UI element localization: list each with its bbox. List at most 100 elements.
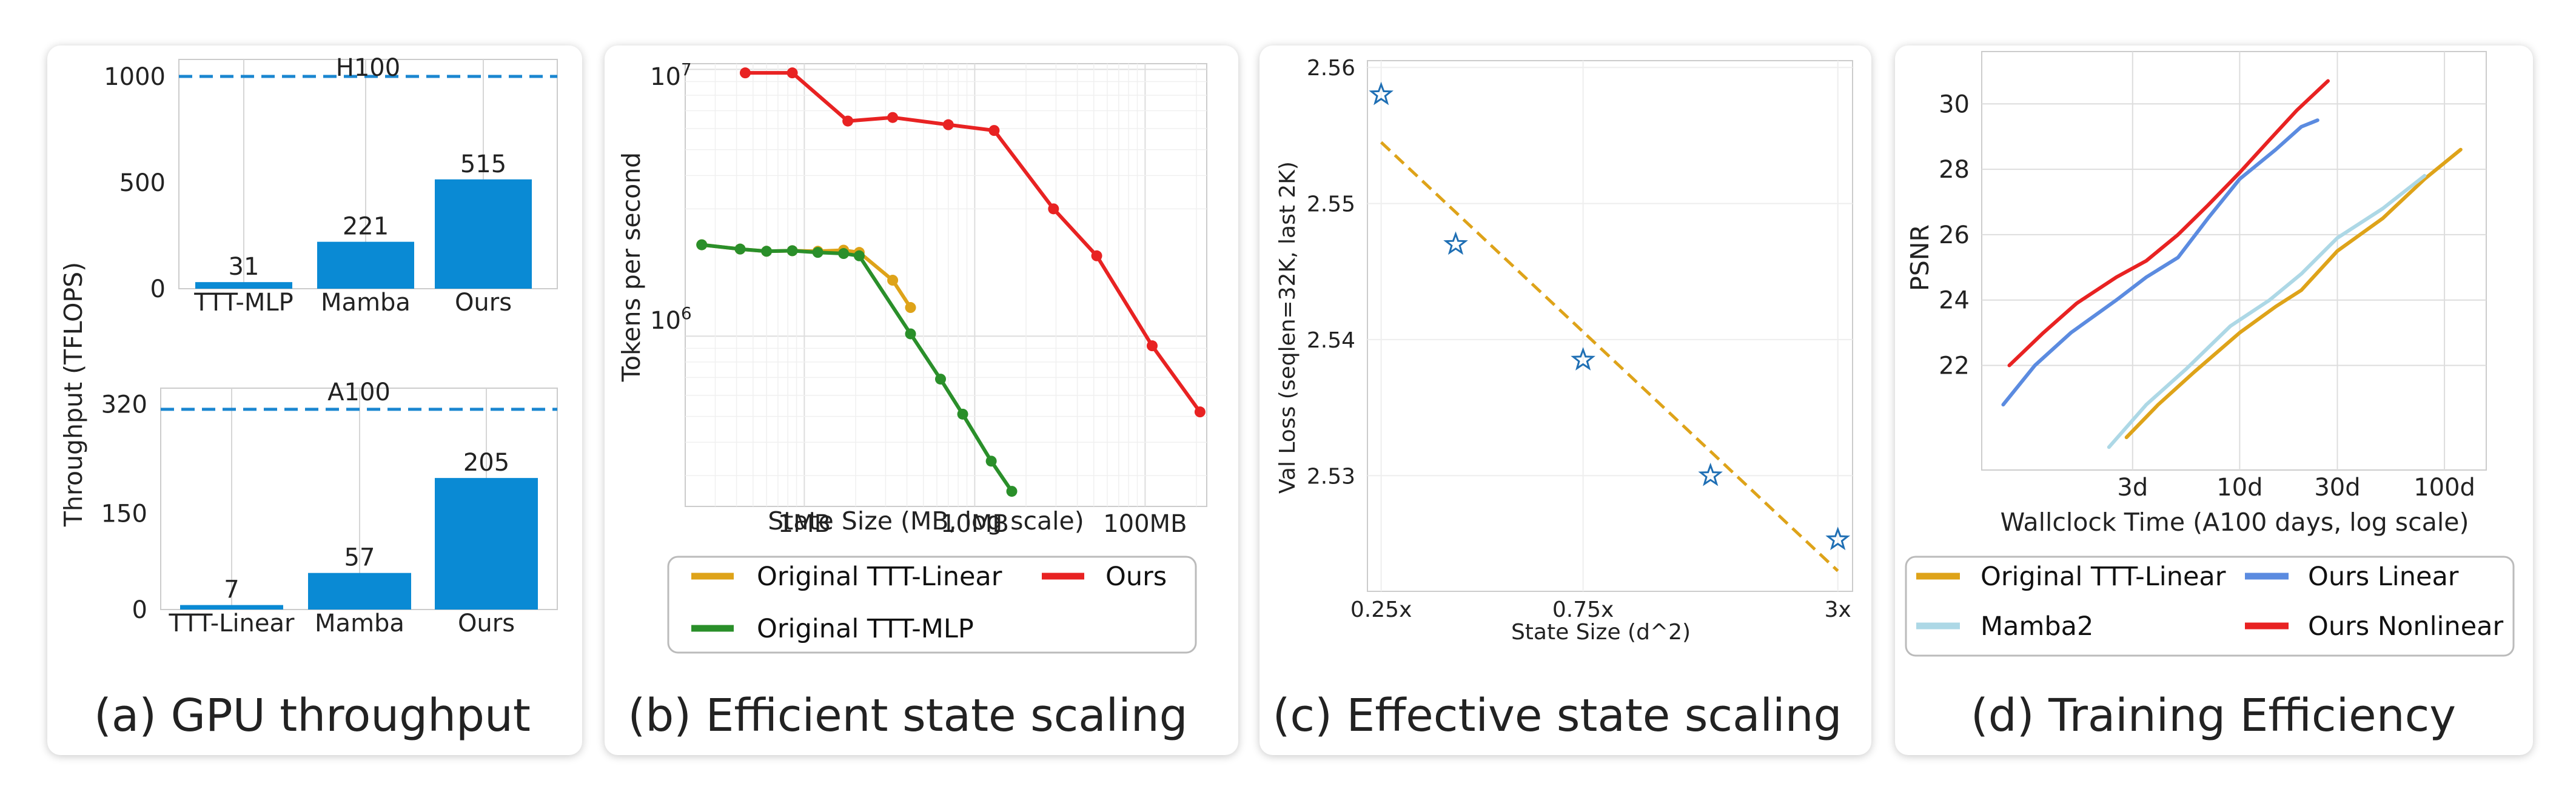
- chart-a-bottom-plot: 0 150 320 7 TTT-Linear 57 Mamba 205 Ours: [101, 388, 557, 637]
- chart-d-ylabel: PSNR: [1905, 224, 1934, 291]
- chart-a-value-label-1-2: 205: [463, 449, 509, 477]
- chart-c-star-point-0: [1369, 81, 1394, 106]
- chart-b-series-point-1-9: [957, 408, 968, 420]
- chart-b-series-line-0: [701, 243, 913, 309]
- chart-a-value-label-0-2: 515: [460, 150, 506, 178]
- chart-a-bar-0-1: [317, 241, 414, 289]
- chart-a-bar-1-2: [435, 478, 538, 610]
- chart-b-series-point-0-7: [887, 275, 899, 286]
- chart-a-category-label-0-2: Ours: [455, 289, 512, 317]
- chart-d: 3d 10d 30d 100d 30 28 26 24 22 PSNR Wallclock Ti…: [1905, 51, 2515, 742]
- chart-b-series-point-2-2: [842, 115, 854, 127]
- chart-c-ytick-2: 2.54: [1307, 328, 1355, 353]
- chart-c-star-point-2: [1571, 347, 1595, 371]
- chart-d-frame: [1981, 51, 2487, 471]
- chart-d-xtick-2: 30d: [2314, 474, 2360, 502]
- chart-b-series-point-2-7: [1091, 250, 1102, 261]
- legend-label-d-ttt-linear: Original TTT-Linear: [1981, 562, 2226, 592]
- chart-b-series-point-1-8: [934, 374, 946, 385]
- chart-b-caption: (b) Efficient state scaling: [628, 690, 1187, 742]
- chart-b-series-point-2-4: [942, 119, 954, 130]
- chart-d-ytick-0: 30: [1939, 90, 1970, 118]
- chart-a-ytick-1-0: 0: [132, 596, 147, 624]
- chart-b-series-point-2-3: [887, 112, 899, 123]
- chart-b-legend: Original TTT-Linear Ours Original TTT-ML…: [691, 562, 1167, 644]
- chart-a-ylabel: Throughput (TFLOPS): [59, 262, 88, 527]
- chart-c-star-point-4: [1825, 526, 1851, 551]
- chart-c-ytick-1: 2.55: [1307, 192, 1355, 217]
- chart-a-bar-0-0: [195, 282, 292, 289]
- chart-a-category-label-1-1: Mamba: [315, 610, 404, 637]
- chart-b-series-point-1-6: [853, 250, 865, 261]
- chart-a-ytick-1-1: 150: [101, 500, 147, 528]
- chart-b-ytick-1e6: 106: [650, 303, 692, 335]
- chart-a-bar-1-1: [308, 573, 411, 610]
- chart-a-bar-1-0: [180, 605, 283, 610]
- chart-b-series-point-1-2: [761, 246, 773, 257]
- chart-b-series-point-2-0: [739, 67, 751, 79]
- chart-c-ytick-0: 2.56: [1307, 56, 1355, 81]
- chart-d-legend: Original TTT-Linear Ours Linear Mamba2 O…: [1916, 562, 2504, 642]
- chart-d-plot: 3d 10d 30d 100d 30 28 26 24 22: [1939, 52, 2486, 502]
- chart-b-series-point-1-1: [734, 243, 746, 255]
- chart-d-xtick-3: 100d: [2413, 474, 2475, 502]
- chart-d-ytick-3: 24: [1939, 287, 1970, 315]
- chart-c-ylabel: Val Loss (seqlen=32K, last 2K): [1275, 161, 1300, 494]
- legend-label-d-ours-linear: Ours Linear: [2308, 562, 2459, 592]
- chart-d-series-line-0: [2124, 147, 2463, 440]
- chart-d-legend-box: [1905, 556, 2515, 657]
- chart-c-xtick-0: 0.25x: [1350, 597, 1412, 622]
- chart-d-xtick-0: 3d: [2117, 474, 2148, 502]
- chart-a-value-label-1-0: 7: [224, 576, 239, 604]
- chart-b-series-point-0-8: [905, 302, 916, 314]
- chart-c-plot: 0.25x 0.75x 3x 2.56 2.55 2.54 2.53: [1307, 56, 1853, 622]
- chart-b-ylabel: Tokens per second: [617, 152, 646, 382]
- chart-c-star-point-1: [1443, 231, 1468, 255]
- chart-b-frame: [685, 63, 1207, 507]
- legend-label-ttt-mlp: Original TTT-MLP: [757, 614, 974, 644]
- chart-b: 1MB 10MB 100MB 107 106 Tokens per second S…: [617, 59, 1207, 742]
- chart-b-xtick-1: 10MB: [941, 510, 1009, 538]
- panel-gpu-throughput: [47, 45, 582, 755]
- chart-a-category-label-0-1: Mamba: [321, 289, 411, 317]
- chart-b-series-point-1-4: [812, 247, 823, 258]
- chart-b-ytick-1e7: 107: [650, 59, 692, 91]
- chart-b-series-line-1: [701, 243, 1013, 492]
- chart-b-legend-box: [667, 556, 1197, 654]
- chart-a-title-top: H100: [336, 54, 400, 82]
- chart-c-star-point-3: [1698, 462, 1723, 486]
- chart-a-category-label-0-0: TTT-MLP: [193, 289, 293, 317]
- chart-a-value-label-0-1: 221: [343, 213, 389, 241]
- chart-a-bar-0-2: [435, 179, 532, 289]
- chart-b-series-point-2-9: [1194, 406, 1206, 418]
- chart-b-series-point-2-5: [988, 125, 1000, 136]
- chart-a-caption: (a) GPU throughput: [94, 690, 531, 742]
- chart-a-title-bottom: A100: [327, 378, 391, 406]
- chart-a-category-label-1-2: Ours: [458, 610, 515, 637]
- chart-c-caption: (c) Effective state scaling: [1273, 690, 1842, 742]
- chart-d-caption: (d) Training Efficiency: [1971, 690, 2456, 742]
- chart-c-trend-line: [1380, 141, 1839, 573]
- chart-c-frame: [1367, 60, 1853, 592]
- chart-c-xtick-1: 0.75x: [1552, 597, 1614, 622]
- panel-effective-state-scaling: [1259, 45, 1871, 755]
- chart-a: 0 500 1000 31 TTT-MLP 221 Mamba 515 Ours 0 150 320…: [59, 54, 558, 742]
- legend-label-ours: Ours: [1105, 562, 1167, 592]
- chart-b-series-line-2: [745, 71, 1202, 413]
- chart-b-series-point-1-3: [787, 245, 798, 257]
- chart-b-series-point-2-1: [787, 67, 798, 79]
- chart-d-ytick-2: 26: [1939, 221, 1970, 249]
- chart-b-series-point-1-0: [696, 239, 708, 250]
- legend-label-d-ours-nonlinear: Ours Nonlinear: [2308, 611, 2504, 642]
- chart-c-xlabel: State Size (d^2): [1511, 620, 1691, 645]
- chart-a-top-plot: 0 500 1000 31 TTT-MLP 221 Mamba 515 Ours: [104, 59, 557, 317]
- chart-b-series-point-2-8: [1146, 340, 1158, 352]
- legend-label-d-mamba2: Mamba2: [1981, 611, 2093, 642]
- chart-a-value-label-0-0: 31: [229, 253, 260, 281]
- chart-b-series-point-1-11: [1006, 486, 1018, 497]
- chart-a-ytick-0-0: 0: [150, 275, 166, 303]
- chart-b-plot: 1MB 10MB 100MB: [685, 64, 1207, 538]
- chart-c-xtick-2: 3x: [1825, 597, 1851, 622]
- chart-a-ytick-0-2: 1000: [104, 63, 166, 91]
